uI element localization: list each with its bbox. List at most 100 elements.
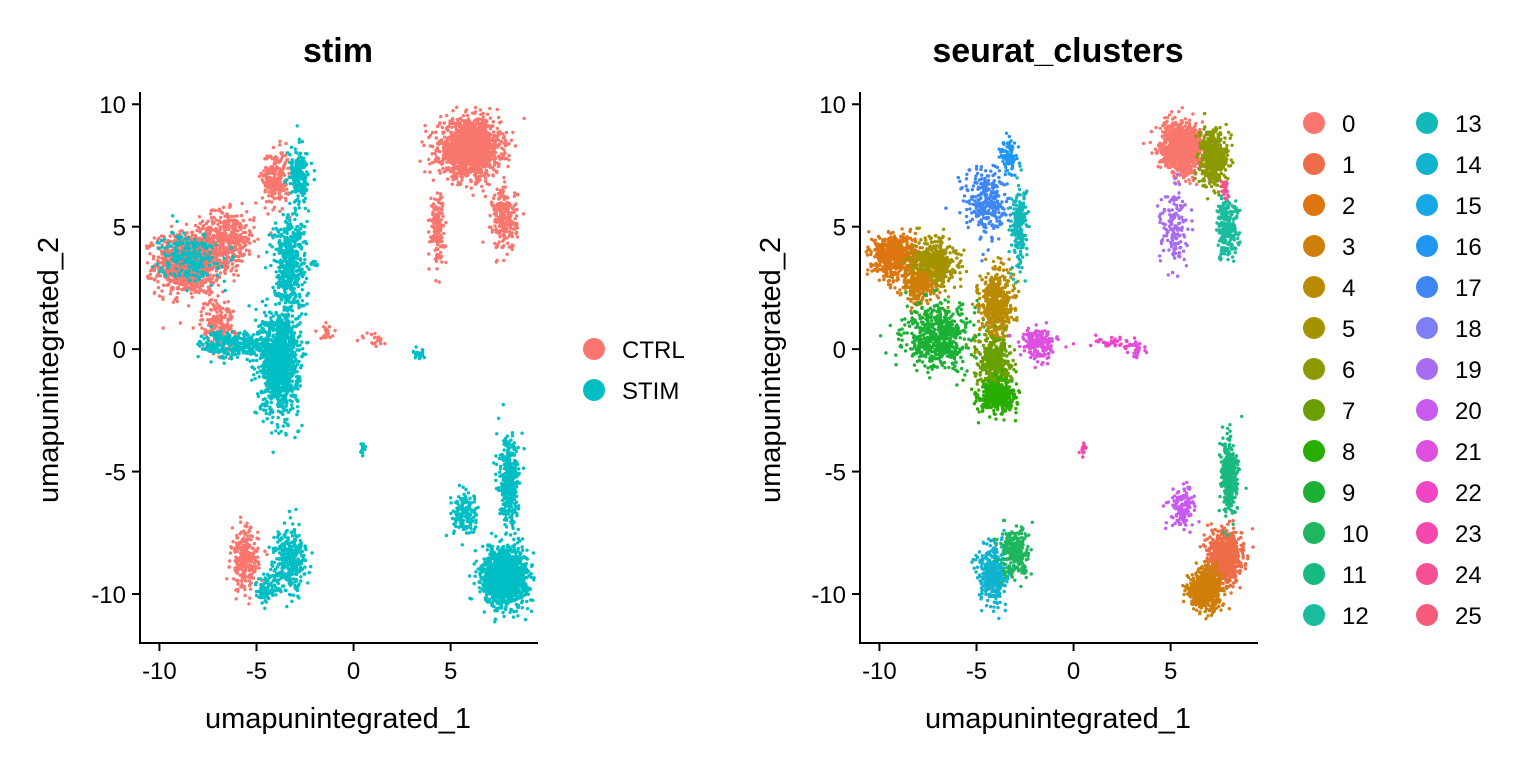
data-point (228, 233, 232, 237)
data-point (262, 310, 267, 315)
data-point (498, 191, 502, 195)
data-point (295, 362, 300, 367)
data-point (267, 190, 271, 194)
data-point (454, 173, 458, 177)
data-point (236, 582, 240, 586)
data-point (457, 167, 461, 172)
data-point (485, 119, 489, 124)
data-point (233, 550, 237, 554)
data-point (509, 245, 513, 249)
data-point (175, 299, 179, 304)
data-point (244, 239, 248, 244)
data-point (256, 392, 260, 396)
data-point (435, 267, 439, 271)
data-point (216, 294, 220, 298)
data-point (236, 589, 240, 593)
data-point (324, 321, 328, 325)
data-point (464, 137, 469, 141)
data-point (475, 132, 479, 136)
data-point (284, 198, 288, 203)
data-point (206, 236, 211, 240)
data-point (489, 157, 493, 161)
data-point (469, 186, 473, 190)
data-point (232, 273, 236, 277)
data-point (491, 228, 495, 232)
data-point (457, 142, 461, 147)
data-point (427, 252, 431, 256)
data-point (434, 239, 439, 244)
data-point (440, 195, 444, 200)
data-point (457, 134, 461, 138)
data-point (224, 308, 228, 312)
data-point (460, 144, 464, 149)
data-point (372, 335, 377, 340)
data-point (482, 163, 486, 167)
data-point (219, 316, 224, 320)
data-point (248, 587, 253, 591)
data-point (251, 570, 256, 574)
data-point (504, 139, 508, 143)
data-point (277, 431, 281, 435)
data-point (493, 224, 497, 228)
data-point (228, 551, 233, 555)
data-point (462, 133, 467, 137)
data-point (145, 261, 150, 265)
data-point (506, 207, 510, 211)
data-point (206, 288, 210, 293)
data-point (434, 231, 438, 236)
data-point (373, 331, 377, 336)
data-point (201, 306, 205, 311)
data-point (285, 187, 289, 191)
data-point (452, 149, 456, 153)
data-point (236, 564, 240, 568)
data-point (427, 157, 431, 162)
data-point (497, 196, 501, 200)
data-point (226, 264, 230, 268)
data-point (478, 178, 482, 182)
data-point (428, 144, 433, 148)
data-point (215, 230, 219, 234)
data-point (266, 212, 270, 216)
data-point (437, 235, 441, 239)
data-point (232, 577, 236, 581)
data-point (465, 147, 469, 152)
data-point (438, 240, 442, 244)
data-point (509, 226, 513, 230)
data-point (199, 237, 203, 241)
data-point (232, 231, 236, 235)
data-point (186, 286, 191, 290)
data-point (503, 180, 507, 184)
data-point (295, 405, 300, 409)
data-point (496, 130, 500, 135)
data-point (158, 260, 162, 265)
data-point (484, 158, 489, 162)
data-point (252, 218, 256, 223)
data-point (441, 131, 445, 135)
data-point (464, 158, 468, 163)
data-point (511, 130, 515, 135)
data-point (220, 245, 224, 250)
data-point (369, 332, 374, 337)
data-point (213, 245, 217, 249)
data-point (232, 279, 236, 283)
data-point (197, 285, 202, 289)
data-point (502, 134, 506, 139)
data-point (478, 158, 482, 162)
data-point (278, 139, 282, 144)
data-point (240, 576, 244, 580)
data-point (229, 269, 233, 273)
data-point (202, 289, 206, 293)
data-point (246, 237, 251, 241)
data-point (210, 242, 215, 246)
data-point (485, 182, 489, 186)
data-point (274, 311, 278, 315)
data-point (205, 303, 210, 307)
data-point (248, 526, 252, 530)
data-point (200, 219, 205, 224)
data-point (441, 224, 446, 228)
data-point (201, 281, 205, 285)
data-point (162, 283, 166, 287)
data-point (326, 331, 330, 335)
data-point (453, 142, 457, 146)
data-point (473, 135, 477, 140)
